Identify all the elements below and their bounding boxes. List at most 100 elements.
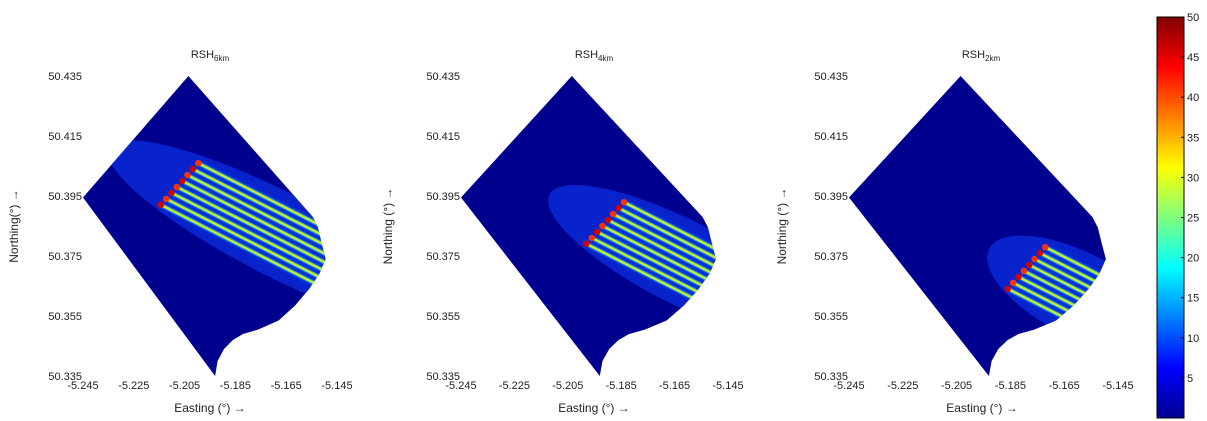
- axis-ticks: -5.245 -5.225 -5.205 -5.185 -5.165 -5.145 50.4…: [48, 71, 352, 392]
- device-hotspot: [1015, 273, 1022, 281]
- x-axis-label: Easting (°) →: [946, 401, 1017, 415]
- y-tick-label: 50.335: [814, 371, 848, 383]
- x-tick-label: -5.145: [712, 380, 743, 392]
- panel-title-subscript: 6km: [214, 54, 229, 63]
- y-tick-label: 50.395: [426, 191, 460, 203]
- y-tick-label: 50.415: [48, 131, 82, 143]
- panel-title: RSH2km: [962, 49, 1001, 63]
- colorbar-ticks: 5 10 15 20 25 30 35 40 45 50: [1181, 12, 1199, 385]
- wake-trail: [585, 242, 716, 343]
- y-tick-label: 50.415: [814, 131, 848, 143]
- x-tick-label: -5.185: [220, 380, 251, 392]
- x-tick-label: -5.145: [321, 380, 352, 392]
- colorbar-tick-label: 50: [1187, 12, 1199, 24]
- wave-height-field: [107, 140, 326, 330]
- colorbar-tick-label: 30: [1187, 172, 1199, 184]
- x-tick-label: -5.245: [833, 380, 864, 392]
- wake-trail: [590, 236, 716, 337]
- wake-trail: [175, 186, 326, 312]
- y-tick-label: 50.355: [48, 311, 82, 323]
- panel-rsh-4km: RSH4km -5.245 -5.225 -5.205 -5.185 -5.165 -5.…: [381, 49, 744, 415]
- device-hotspot: [1026, 261, 1033, 269]
- y-axis-label: Northing (°) →: [775, 188, 789, 265]
- device-hotspot: [610, 210, 617, 218]
- panel-title-main: RSH: [191, 49, 214, 61]
- colorbar-gradient: [1156, 16, 1185, 419]
- device-hotspot: [173, 183, 180, 191]
- device-hotspot: [588, 234, 595, 242]
- y-tick-label: 50.375: [48, 251, 82, 263]
- plot-area: [83, 76, 326, 376]
- panel-title-subscript: 4km: [598, 54, 613, 63]
- device-hotspot: [1031, 255, 1038, 263]
- device-hotspot: [583, 240, 590, 247]
- x-tick-label: -5.205: [941, 380, 972, 392]
- x-axis-label: Easting (°) →: [558, 401, 629, 415]
- y-tick-label: 50.435: [814, 71, 848, 83]
- axis-ticks: -5.245 -5.225 -5.205 -5.185 -5.165 -5.145 50.4…: [814, 71, 1133, 392]
- device-hotspot: [168, 189, 175, 197]
- device-hotspot: [615, 204, 622, 212]
- y-tick-label: 50.435: [48, 71, 82, 83]
- device-hotspot: [179, 177, 186, 185]
- wave-height-field: [548, 185, 716, 343]
- colorbar-tick-label: 25: [1187, 213, 1199, 225]
- wake-trail: [170, 191, 326, 318]
- y-tick-label: 50.395: [814, 191, 848, 203]
- wake-trail: [1044, 246, 1106, 314]
- device-hotspot: [189, 165, 197, 173]
- plot-area: [849, 76, 1106, 376]
- device-hotspot: [620, 199, 628, 206]
- y-tick-label: 50.415: [426, 131, 460, 143]
- y-tick-label: 50.395: [48, 191, 82, 203]
- colorbar-tick-label: 15: [1187, 293, 1199, 305]
- plot-area: [461, 76, 716, 376]
- x-tick-label: -5.145: [1102, 380, 1133, 392]
- colorbar-tick-label: 5: [1187, 373, 1193, 385]
- panel-rsh-2km: RSH2km -5.245 -5.225 -5.205 -5.185 -5.165 -5.…: [775, 49, 1134, 415]
- x-tick-label: -5.165: [659, 380, 690, 392]
- device-hotspot: [1004, 285, 1011, 292]
- x-tick-label: -5.225: [499, 380, 530, 392]
- device-hotspot: [157, 201, 164, 208]
- model-domain: [849, 76, 1106, 376]
- axis-ticks: -5.245 -5.225 -5.205 -5.185 -5.165 -5.145 50.4…: [426, 71, 743, 392]
- wake-trail: [165, 197, 326, 324]
- device-hotspot: [184, 171, 191, 179]
- panel-title-subscript: 2km: [985, 54, 1000, 63]
- y-tick-label: 50.335: [48, 371, 82, 383]
- panel-title-main: RSH: [575, 49, 598, 61]
- y-axis-label: Northing (°) →: [381, 188, 395, 265]
- device-hotspot: [594, 228, 601, 236]
- panel-title: RSH6km: [191, 49, 230, 63]
- panel-rsh-6km: RSH6km -5.245 -5.225 -5.205 -5.185 -5.165 -5.…: [7, 49, 353, 415]
- device-hotspot: [162, 195, 170, 203]
- y-tick-label: 50.355: [814, 311, 848, 323]
- colorbar: 5 10 15 20 25 30 35 40 45 50: [1156, 12, 1199, 419]
- wake-trail: [181, 180, 326, 306]
- device-hotspot: [1036, 249, 1044, 257]
- wake-trail: [622, 201, 716, 301]
- device-hotspot: [1020, 267, 1028, 275]
- x-tick-label: -5.185: [606, 380, 637, 392]
- x-tick-label: -5.245: [67, 380, 98, 392]
- y-tick-label: 50.335: [426, 371, 460, 383]
- colorbar-tick-label: 10: [1187, 333, 1199, 345]
- y-tick-label: 50.375: [426, 251, 460, 263]
- device-hotspot: [195, 160, 202, 167]
- wake-trail: [191, 168, 326, 294]
- x-tick-label: -5.245: [445, 380, 476, 392]
- colorbar-tick-label: 35: [1187, 132, 1199, 144]
- wake-trail: [601, 225, 716, 325]
- colorbar-tick-label: 20: [1187, 253, 1199, 265]
- y-tick-label: 50.355: [426, 311, 460, 323]
- x-tick-label: -5.165: [271, 380, 302, 392]
- wake-trail: [612, 213, 716, 313]
- colorbar-tick-label: 45: [1187, 52, 1199, 64]
- x-tick-label: -5.165: [1049, 380, 1080, 392]
- wake-trail: [186, 174, 326, 300]
- x-axis-label: Easting (°) →: [174, 401, 245, 415]
- y-tick-label: 50.375: [814, 251, 848, 263]
- x-tick-label: -5.205: [552, 380, 583, 392]
- device-hotspot: [604, 216, 612, 224]
